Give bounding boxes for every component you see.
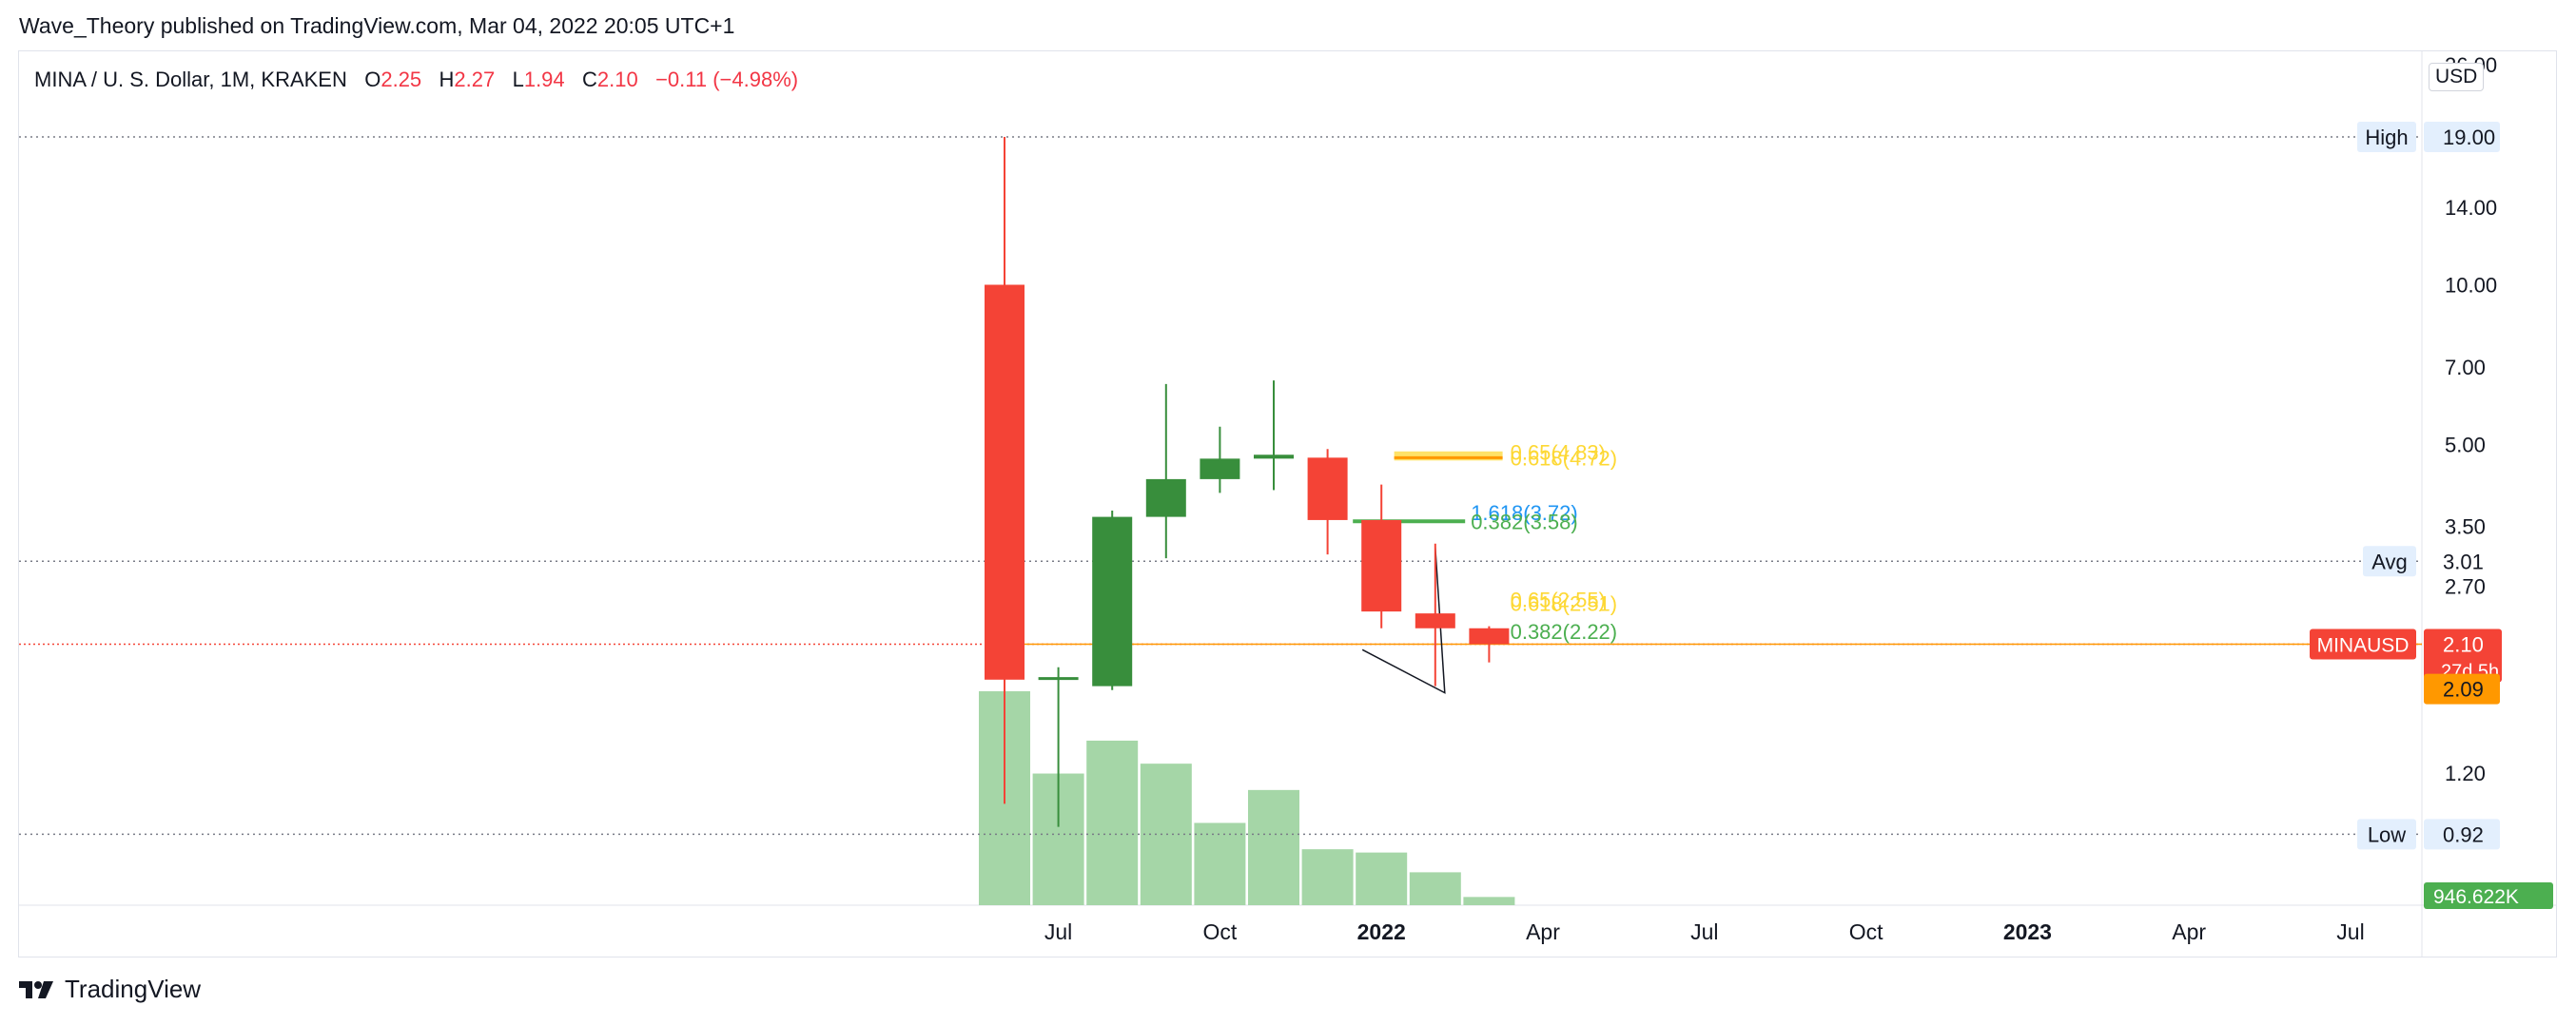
chart-frame bbox=[18, 50, 2557, 957]
candle-body bbox=[1200, 458, 1240, 479]
volume-bar bbox=[1301, 849, 1354, 905]
level-tag-name: High bbox=[2365, 126, 2408, 149]
volume-bar bbox=[1463, 897, 1515, 905]
y-tick-label: 10.00 bbox=[2445, 273, 2497, 297]
close-label: C bbox=[582, 68, 597, 91]
y-tick-label: 1.20 bbox=[2445, 762, 2486, 785]
orange-price-value: 2.09 bbox=[2443, 678, 2484, 702]
x-tick-label: 2022 bbox=[1357, 919, 1406, 944]
x-tick-label: Jul bbox=[2336, 919, 2364, 944]
open-value: 2.25 bbox=[381, 68, 422, 91]
close-value: 2.10 bbox=[596, 68, 638, 91]
level-value: 0.92 bbox=[2443, 822, 2484, 846]
fib-label: 0.382(3.58) bbox=[1471, 510, 1578, 533]
wave-drawing-line bbox=[1361, 547, 1446, 694]
x-tick-label: 2023 bbox=[2003, 919, 2052, 944]
level-tag-box bbox=[2357, 819, 2416, 850]
level-value-box bbox=[2424, 819, 2500, 850]
open-label: O bbox=[364, 68, 381, 91]
fib-label: 0.65(4.83) bbox=[1511, 441, 1606, 465]
x-tick-label: Apr bbox=[2172, 919, 2206, 944]
volume-value-box bbox=[2424, 882, 2553, 909]
symbol-tag-box bbox=[2310, 629, 2416, 660]
tradingview-logo-icon bbox=[19, 980, 53, 998]
candle-body bbox=[1361, 519, 1402, 612]
volume-bar bbox=[1086, 740, 1139, 905]
symbol-label: MINA / U. S. Dollar, 1M, KRAKEN bbox=[34, 68, 347, 91]
brand-name: TradingView bbox=[65, 975, 202, 1003]
level-value-box bbox=[2424, 122, 2500, 153]
level-value-box bbox=[2424, 546, 2500, 577]
x-tick-label: Jul bbox=[1044, 919, 1072, 944]
y-tick-label: 3.50 bbox=[2445, 515, 2486, 539]
volume-bar bbox=[1248, 789, 1299, 905]
fib-golden-zone-upper bbox=[1394, 451, 1503, 461]
volume-bar bbox=[1356, 852, 1408, 905]
symbol-tag-name: MINAUSD bbox=[2317, 634, 2410, 656]
x-tick-label: Oct bbox=[1849, 919, 1883, 944]
fib-label: 0.382(2.22) bbox=[1511, 620, 1618, 644]
candle-body bbox=[1038, 677, 1079, 681]
current-price-box bbox=[2424, 629, 2502, 683]
candle-body bbox=[1254, 454, 1294, 459]
high-label: H bbox=[439, 68, 455, 91]
low-label: L bbox=[512, 68, 524, 91]
candle-body bbox=[1415, 613, 1455, 629]
level-tag-box bbox=[2357, 122, 2416, 153]
currency-button[interactable]: USD bbox=[2429, 63, 2485, 91]
x-tick-label: Oct bbox=[1203, 919, 1238, 944]
orange-price-box bbox=[2424, 673, 2500, 705]
y-tick-label: 14.00 bbox=[2445, 196, 2497, 220]
y-tick-label: 2.70 bbox=[2445, 575, 2486, 599]
candle-body bbox=[1145, 478, 1186, 517]
volume-value: 946.622K bbox=[2433, 886, 2519, 908]
volume-bar bbox=[1194, 822, 1246, 905]
volume-bar bbox=[1140, 764, 1192, 905]
y-tick-label: 5.00 bbox=[2445, 433, 2486, 456]
level-value: 19.00 bbox=[2443, 126, 2495, 149]
level-tag-box bbox=[2363, 546, 2416, 577]
x-tick-label: Jul bbox=[1690, 919, 1718, 944]
fib-label: 0.618(2.51) bbox=[1511, 591, 1618, 615]
chart-legend: MINA / U. S. Dollar, 1M, KRAKEN O2.25 H2… bbox=[34, 68, 798, 92]
level-tag-name: Avg bbox=[2371, 550, 2408, 573]
candle-body bbox=[1092, 516, 1133, 687]
candle-body bbox=[1469, 628, 1510, 645]
current-price-value: 2.10 bbox=[2443, 632, 2484, 656]
candle-body bbox=[1307, 457, 1348, 520]
fib-label: 1.618(3.72) bbox=[1471, 501, 1578, 525]
fib-label: 0.65(2.55) bbox=[1511, 588, 1606, 611]
tradingview-logo[interactable]: TradingView bbox=[19, 975, 201, 1004]
level-tag-name: Low bbox=[2368, 822, 2406, 846]
y-tick-label: 7.00 bbox=[2445, 356, 2486, 379]
volume-bar bbox=[1409, 872, 1461, 905]
x-tick-label: Apr bbox=[1526, 919, 1560, 944]
level-value: 3.01 bbox=[2443, 550, 2484, 573]
high-value: 2.27 bbox=[454, 68, 496, 91]
published-by-text: Wave_Theory published on TradingView.com… bbox=[19, 13, 735, 38]
low-value: 1.94 bbox=[523, 68, 565, 91]
change-value: −0.11 (−4.98%) bbox=[655, 68, 799, 91]
fib-label: 0.618(4.72) bbox=[1511, 446, 1618, 470]
candle-body bbox=[985, 284, 1025, 680]
